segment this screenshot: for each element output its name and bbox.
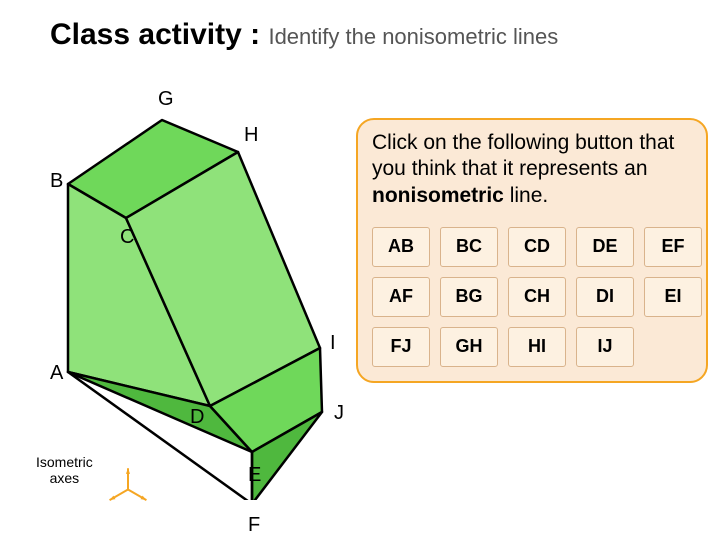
isometric-shape	[42, 100, 362, 500]
vertex-label-a: A	[50, 362, 63, 385]
instruction-panel: Click on the following button that you t…	[356, 118, 708, 383]
answer-button-di[interactable]: DI	[576, 277, 634, 317]
instr-part1: Click on the following button that you t…	[372, 131, 674, 180]
answer-button-hi[interactable]: HI	[508, 327, 566, 367]
isometric-axes-icon	[100, 466, 156, 522]
instruction-text: Click on the following button that you t…	[372, 130, 692, 209]
vertex-label-f: F	[248, 514, 260, 537]
title-sub: Identify the nonisometric lines	[268, 24, 558, 49]
instr-part2: line.	[504, 184, 548, 207]
answer-button-ef[interactable]: EF	[644, 227, 702, 267]
answer-button-ch[interactable]: CH	[508, 277, 566, 317]
vertex-label-j: J	[334, 402, 344, 425]
answer-button-ab[interactable]: AB	[372, 227, 430, 267]
answer-button-cd[interactable]: CD	[508, 227, 566, 267]
title-main: Class activity :	[50, 18, 260, 51]
instr-keyword: nonisometric	[372, 184, 504, 207]
vertex-label-g: G	[158, 88, 174, 111]
answer-button-de[interactable]: DE	[576, 227, 634, 267]
answer-button-bg[interactable]: BG	[440, 277, 498, 317]
vertex-label-c: C	[120, 226, 134, 249]
answer-button-af[interactable]: AF	[372, 277, 430, 317]
vertex-label-b: B	[50, 170, 63, 193]
answer-button-ei[interactable]: EI	[644, 277, 702, 317]
answer-button-grid: ABBCCDDEEFAFBGCHDIEIFJGHHIIJ	[372, 227, 692, 367]
page-title: Class activity : Identify the nonisometr…	[50, 18, 558, 52]
answer-button-bc[interactable]: BC	[440, 227, 498, 267]
vertex-label-e: E	[248, 464, 261, 487]
answer-button-gh[interactable]: GH	[440, 327, 498, 367]
vertex-label-h: H	[244, 124, 258, 147]
vertex-label-d: D	[190, 406, 204, 429]
isometric-axes-caption: Isometricaxes	[36, 454, 93, 486]
vertex-label-i: I	[330, 332, 336, 355]
answer-button-fj[interactable]: FJ	[372, 327, 430, 367]
answer-button-ij[interactable]: IJ	[576, 327, 634, 367]
